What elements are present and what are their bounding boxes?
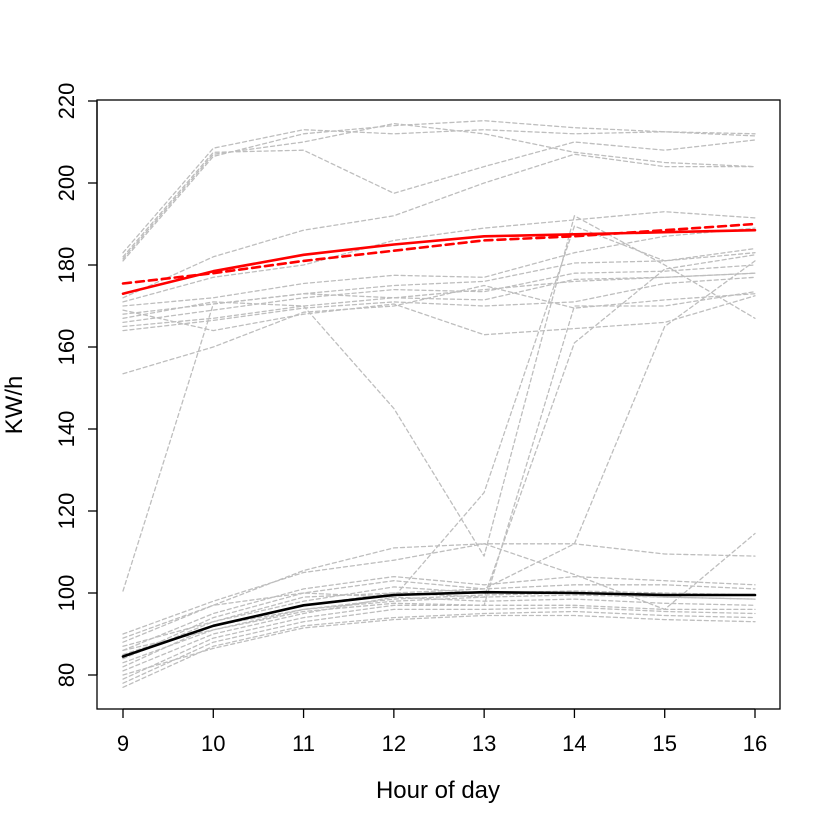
background-series-line-8 — [122, 264, 756, 324]
background-series-line-2 — [122, 129, 756, 254]
background-series-line-0 — [122, 120, 756, 262]
background-series-line-10 — [122, 276, 756, 332]
x-tick-label: 16 — [743, 731, 767, 756]
background-series-line-22 — [122, 580, 756, 660]
x-tick-label: 14 — [562, 731, 586, 756]
y-tick-label: 180 — [54, 247, 79, 284]
y-tick-label: 120 — [54, 493, 79, 530]
y-tick-label: 220 — [54, 83, 79, 120]
background-series-line-27 — [122, 606, 756, 684]
x-axis: 9 10 11 12 13 14 15 16 — [117, 708, 767, 756]
x-tick-label: 13 — [472, 731, 496, 756]
y-tick-label: 100 — [54, 575, 79, 612]
background-series-line-16 — [122, 254, 756, 656]
background-series-line-3 — [122, 122, 756, 260]
background-series-line-11 — [122, 295, 756, 336]
background-series-line-28 — [122, 610, 756, 688]
x-tick-label: 12 — [382, 731, 406, 756]
background-series-line-29 — [122, 614, 756, 676]
high-mean-dashed-line-32 — [121, 222, 757, 285]
x-axis-label: Hour of day — [376, 777, 500, 804]
background-series-line-21 — [122, 575, 756, 652]
x-tick-label: 15 — [652, 731, 676, 756]
y-tick-label: 200 — [54, 165, 79, 202]
low-mean-solid-line-33 — [121, 590, 757, 658]
background-series-line-18 — [122, 260, 756, 647]
background-series-line-1 — [122, 139, 756, 258]
y-axis: 80 100 120 140 160 180 200 220 — [54, 83, 98, 687]
background-series-line-14 — [122, 272, 756, 592]
x-tick-label: 9 — [117, 731, 129, 756]
high-mean-solid-line-31 — [121, 228, 757, 296]
y-tick-label: 160 — [54, 329, 79, 366]
y-tick-label: 80 — [54, 663, 79, 687]
background-series-line-4 — [122, 153, 756, 299]
background-series-line-9 — [122, 272, 756, 328]
series-layer — [121, 120, 757, 688]
y-axis-label: KW/h — [1, 376, 28, 435]
background-series-line-5 — [122, 211, 756, 303]
background-series-line-15 — [122, 225, 756, 639]
background-series-line-26 — [122, 604, 756, 680]
background-series-line-19 — [122, 543, 756, 635]
background-series-line-30 — [122, 592, 756, 664]
y-tick-label: 140 — [54, 411, 79, 448]
background-series-line-25 — [122, 596, 756, 672]
x-tick-label: 10 — [201, 731, 225, 756]
background-series-line-20 — [122, 532, 756, 643]
background-series-line-6 — [122, 227, 756, 307]
background-series-line-23 — [122, 586, 756, 660]
background-series-line-12 — [122, 284, 756, 375]
x-tick-label: 11 — [292, 731, 315, 756]
background-series-line-17 — [122, 291, 756, 652]
background-series-line-13 — [122, 215, 756, 557]
